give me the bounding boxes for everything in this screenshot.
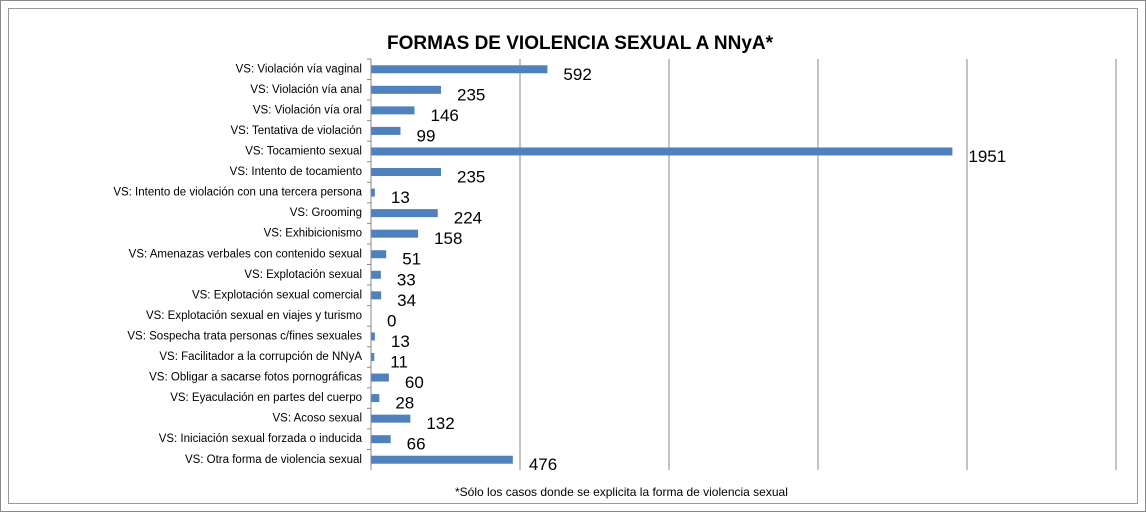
bar	[371, 435, 391, 444]
y-tick-label: VS: Violación vía vaginal	[236, 63, 362, 75]
y-tick-label: VS: Amenazas verbales con contenido sexu…	[129, 248, 362, 260]
y-tick-label: VS: Violación vía oral	[253, 104, 362, 116]
bar	[371, 455, 513, 464]
value-label: 34	[397, 291, 416, 310]
value-label: 158	[434, 229, 462, 248]
y-tick-label: VS: Grooming	[290, 207, 362, 219]
y-tick-label: VS: Obligar a sacarse fotos pornográfica…	[149, 372, 362, 384]
bar	[371, 65, 548, 74]
bar	[371, 126, 401, 135]
value-label: 1951	[968, 147, 1006, 166]
bar	[371, 414, 411, 423]
value-label: 592	[563, 65, 591, 84]
value-label: 33	[397, 270, 416, 289]
y-tick-label: VS: Facilitador a la corrupción de NNyA	[159, 351, 362, 363]
value-label: 99	[417, 126, 436, 145]
y-tick-label: VS: Explotación sexual	[244, 269, 362, 281]
y-tick-label: VS: Tentativa de violación	[231, 125, 362, 137]
bar	[371, 106, 415, 115]
y-tick-label: VS: Acoso sexual	[273, 413, 363, 425]
y-tick-label: VS: Intento de violación con una tercera…	[113, 187, 362, 199]
bar	[371, 291, 382, 300]
value-label: 60	[405, 373, 424, 392]
footnote: *Sólo los casos donde se explicita la fo…	[455, 485, 788, 499]
value-label: 132	[426, 414, 454, 433]
value-label: 66	[407, 435, 426, 454]
bar	[371, 394, 380, 403]
chart-frame	[8, 8, 1138, 504]
value-label: 13	[391, 188, 410, 207]
bar	[371, 188, 375, 197]
y-tick-label: VS: Otra forma de violencia sexual	[185, 454, 362, 466]
bar	[371, 270, 381, 279]
value-label: 11	[390, 352, 408, 371]
y-tick-label: VS: Explotación sexual comercial	[192, 289, 362, 301]
value-label: 13	[391, 332, 410, 351]
bar	[371, 229, 419, 238]
y-tick-label: VS: Tocamiento sexual	[245, 146, 362, 158]
bar	[371, 147, 953, 156]
y-tick-label: VS: Eyaculación en partes del cuerpo	[170, 392, 362, 404]
value-label: 235	[457, 168, 485, 187]
bar	[371, 209, 438, 218]
value-label: 0	[387, 311, 396, 330]
value-label: 28	[395, 394, 414, 413]
y-tick-label: VS: Sospecha trata personas c/fines sexu…	[127, 330, 362, 342]
bar	[371, 85, 442, 94]
bar	[371, 332, 375, 341]
y-tick-label: VS: Exhibicionismo	[264, 228, 362, 240]
y-tick-label: VS: Explotación sexual en viajes y turis…	[146, 310, 362, 322]
y-tick-label: VS: Iniciación sexual forzada o inducida	[159, 433, 363, 445]
value-label: 235	[457, 85, 485, 104]
bar	[371, 168, 442, 177]
chart-title: FORMAS DE VIOLENCIA SEXUAL A NNyA*	[387, 33, 774, 54]
value-label: 224	[454, 209, 482, 228]
y-tick-label: VS: Violación vía anal	[250, 84, 362, 96]
bar	[371, 250, 387, 259]
y-tick-label: VS: Intento de tocamiento	[230, 166, 362, 178]
value-label: 476	[529, 455, 557, 474]
value-label: 51	[402, 250, 421, 269]
bar	[371, 373, 389, 382]
value-label: 146	[431, 106, 459, 125]
bar	[371, 352, 375, 361]
